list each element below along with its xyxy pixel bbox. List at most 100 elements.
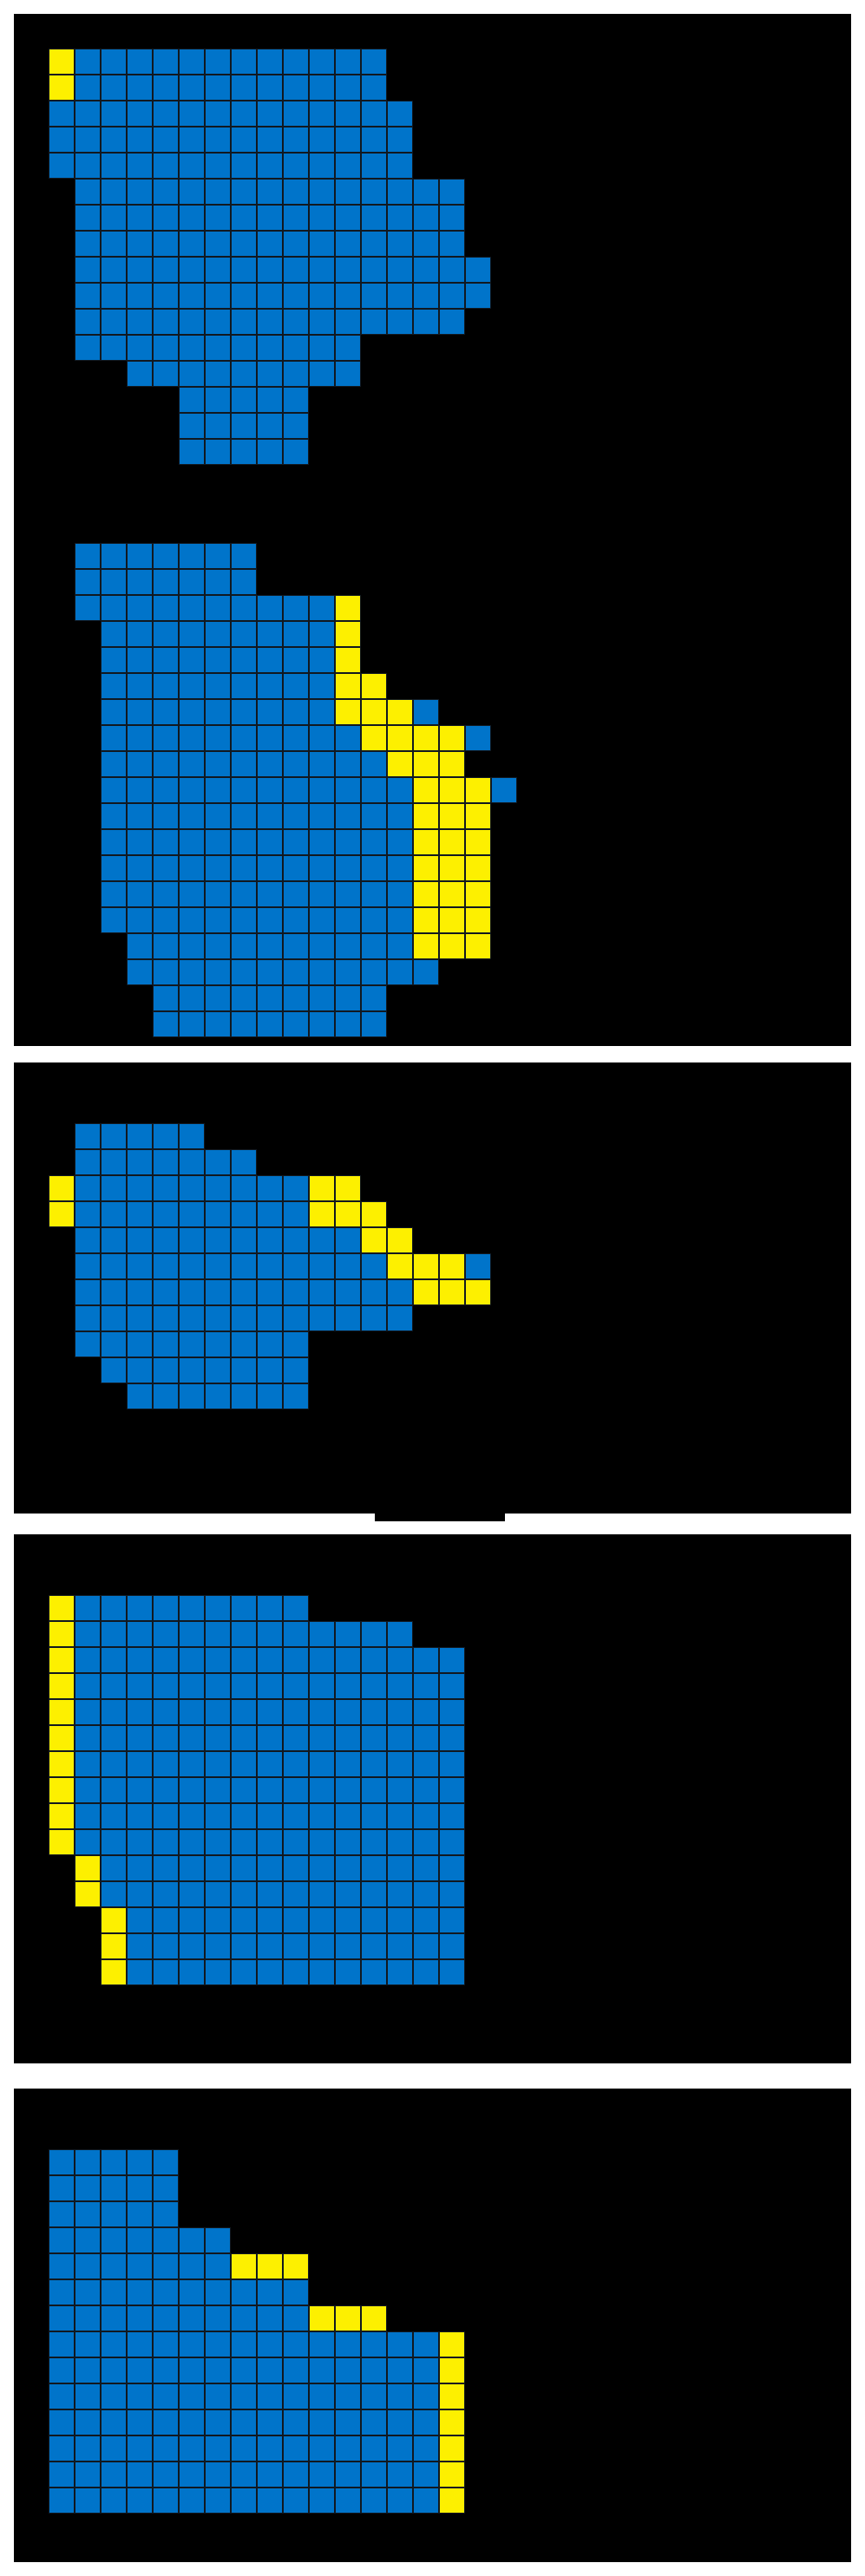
grid-cell-blue xyxy=(231,2435,257,2462)
grid-cell-blue xyxy=(127,1149,153,1175)
grid-cell-blue xyxy=(335,1011,361,1037)
grid-cell-blue xyxy=(153,1907,179,1933)
grid-cell-blue xyxy=(309,699,335,725)
grid-cell-blue xyxy=(257,2331,283,2357)
grid-cell-yellow xyxy=(439,2462,465,2488)
grid-cell-blue xyxy=(127,2357,153,2383)
grid-cell-blue xyxy=(179,1855,205,1881)
grid-cell-blue xyxy=(179,127,205,153)
grid-cell-blue xyxy=(153,1595,179,1621)
grid-cell-blue xyxy=(283,309,309,335)
grid-cell-yellow xyxy=(335,1175,361,1201)
grid-cell-blue xyxy=(153,2331,179,2357)
grid-cell-blue xyxy=(49,2227,75,2253)
grid-cell-blue xyxy=(101,1881,127,1907)
grid-cell-blue xyxy=(205,1149,231,1175)
grid-cell-blue xyxy=(153,1175,179,1201)
grid-cell-blue xyxy=(361,49,387,75)
grid-cell-blue xyxy=(361,933,387,959)
grid-cell-blue xyxy=(49,153,75,179)
grid-cell-blue xyxy=(179,959,205,985)
grid-cell-blue xyxy=(205,855,231,881)
grid-cell-blue xyxy=(75,127,101,153)
grid-cell-blue xyxy=(335,101,361,127)
grid-cell-blue xyxy=(309,2462,335,2488)
grid-cell-blue xyxy=(257,1357,283,1383)
grid-cell-blue xyxy=(413,283,439,309)
grid-cell-blue xyxy=(413,205,439,231)
grid-cell-blue xyxy=(127,335,153,361)
grid-cell-blue xyxy=(309,1725,335,1751)
grid-cell-blue xyxy=(309,907,335,933)
grid-cell-blue xyxy=(335,1751,361,1777)
grid-cell-blue xyxy=(101,1123,127,1149)
grid-cell-blue xyxy=(309,881,335,907)
grid-cell-blue xyxy=(309,985,335,1011)
grid-cell-blue xyxy=(153,127,179,153)
grid-cell-blue xyxy=(231,1011,257,1037)
grid-cell-yellow xyxy=(413,881,439,907)
grid-cell-blue xyxy=(127,647,153,673)
grid-cell-blue xyxy=(75,205,101,231)
grid-cell-blue xyxy=(283,621,309,647)
grid-cell-blue xyxy=(387,1907,413,1933)
grid-cell-blue xyxy=(335,2409,361,2435)
grid-cell-yellow xyxy=(49,1673,75,1699)
grid-cell-blue xyxy=(153,205,179,231)
grid-cell-blue xyxy=(49,2253,75,2279)
grid-cell-blue xyxy=(413,309,439,335)
grid-cell-yellow xyxy=(335,2305,361,2331)
grid-cell-blue xyxy=(283,803,309,829)
grid-cell-blue xyxy=(413,1803,439,1829)
grid-cell-yellow xyxy=(101,1933,127,1959)
grid-cell-blue xyxy=(205,725,231,751)
grid-cell-yellow xyxy=(49,49,75,75)
grid-cell-blue xyxy=(101,855,127,881)
grid-cell-blue xyxy=(257,803,283,829)
grid-cell-blue xyxy=(283,231,309,257)
grid-cell-blue xyxy=(361,309,387,335)
grid-cell-blue xyxy=(335,1829,361,1855)
grid-cell-blue xyxy=(49,2149,75,2175)
grid-cell-blue xyxy=(309,777,335,803)
grid-cell-blue xyxy=(335,1803,361,1829)
grid-cell-blue xyxy=(153,2201,179,2227)
grid-cell-blue xyxy=(101,1279,127,1305)
grid-cell-blue xyxy=(387,153,413,179)
grid-cell-blue xyxy=(179,387,205,413)
grid-cell-yellow xyxy=(413,907,439,933)
grid-cell-blue xyxy=(257,1855,283,1881)
grid-cell-blue xyxy=(335,1699,361,1725)
grid-cell-blue xyxy=(205,49,231,75)
grid-cell-yellow xyxy=(101,1959,127,1985)
grid-cell-blue xyxy=(101,1305,127,1331)
panel-divider-bar xyxy=(375,1509,505,1521)
grid-cell-blue xyxy=(283,439,309,465)
grid-cell-blue xyxy=(205,1383,231,1409)
grid-cell-blue xyxy=(153,1383,179,1409)
grid-cell-yellow xyxy=(439,803,465,829)
grid-cell-blue xyxy=(283,595,309,621)
grid-cell-blue xyxy=(413,257,439,283)
grid-cell-blue xyxy=(127,1803,153,1829)
grid-cell-blue xyxy=(205,153,231,179)
grid-cell-blue xyxy=(231,49,257,75)
grid-cell-blue xyxy=(309,127,335,153)
grid-cell-yellow xyxy=(439,2409,465,2435)
grid-cell-blue xyxy=(387,1751,413,1777)
grid-cell-yellow xyxy=(439,751,465,777)
grid-cell-blue xyxy=(179,1123,205,1149)
grid-cell-blue xyxy=(439,1725,465,1751)
grid-cell-blue xyxy=(127,751,153,777)
grid-cell-blue xyxy=(283,751,309,777)
grid-cell-blue xyxy=(387,257,413,283)
grid-cell-blue xyxy=(361,855,387,881)
grid-cell-blue xyxy=(231,829,257,855)
grid-cell-blue xyxy=(309,959,335,985)
grid-cell-blue xyxy=(179,257,205,283)
panel-3 xyxy=(14,1534,851,2063)
grid-cell-blue xyxy=(127,49,153,75)
grid-cell-blue xyxy=(231,595,257,621)
grid-cell-blue xyxy=(205,2488,231,2514)
grid-cell-blue xyxy=(75,569,101,595)
